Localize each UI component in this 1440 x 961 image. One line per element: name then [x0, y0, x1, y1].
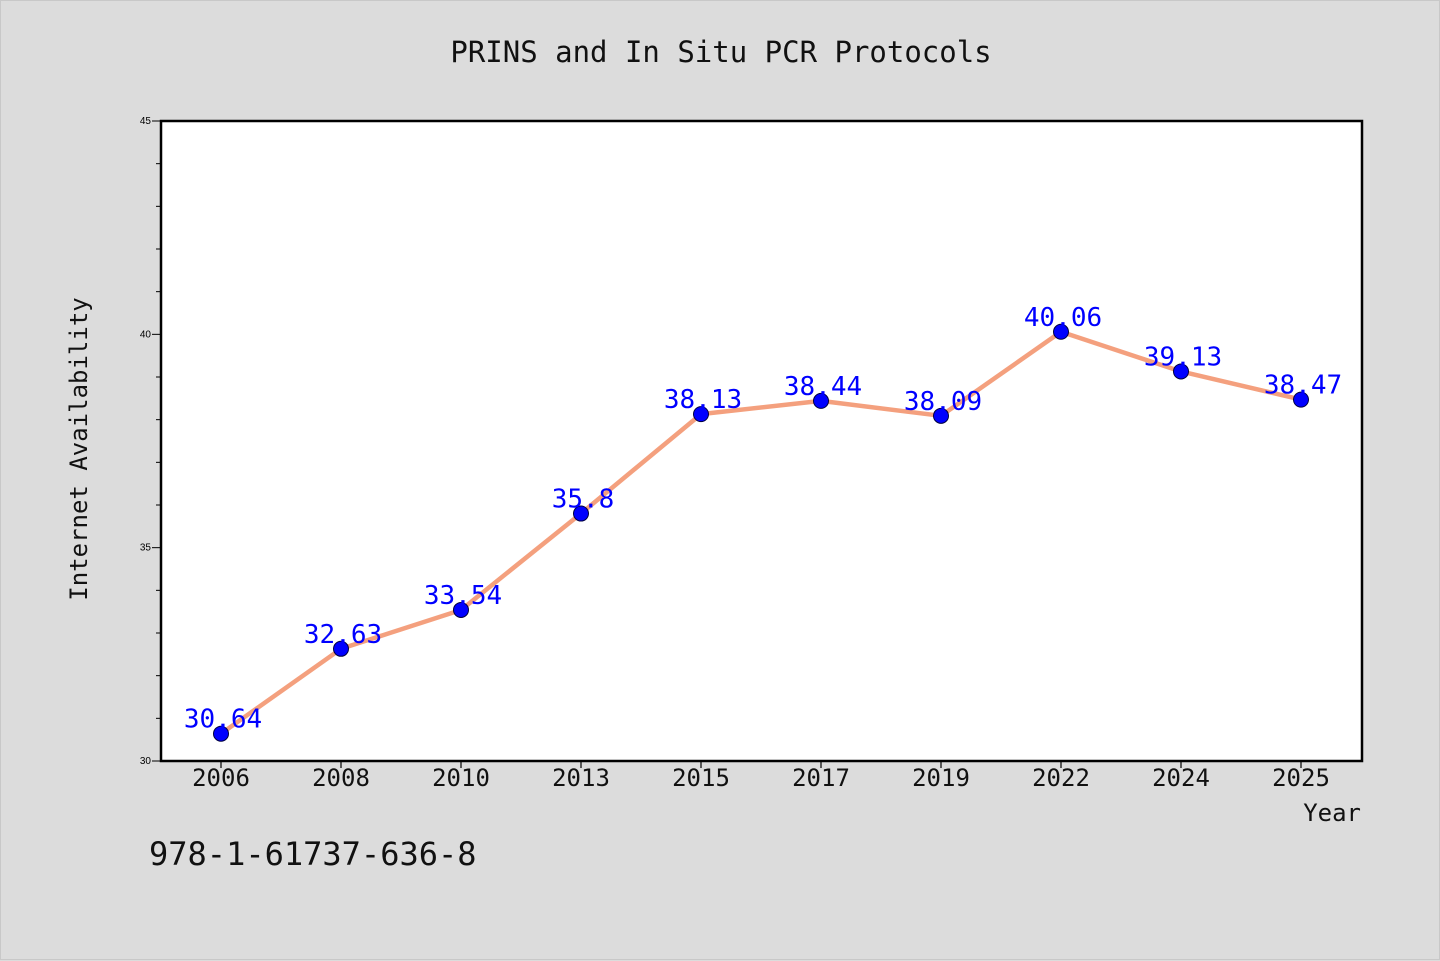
isbn-footer: 978-1-61737-636-8: [149, 835, 477, 873]
x-tick-label: 2022: [1032, 764, 1090, 792]
data-point: [573, 505, 589, 522]
series-group: 30.64 32.63 33.54 35.8 38.13 38.44 38.09 40.06 3…: [184, 303, 1342, 742]
y-tick-label: 30: [140, 756, 152, 767]
y-axis: 30 35 40 45: [140, 116, 161, 767]
data-point: [213, 725, 229, 742]
x-tick-label: 2008: [312, 764, 370, 792]
chart-title: PRINS and In Situ PCR Protocols: [450, 35, 992, 69]
data-point: [1053, 323, 1069, 340]
y-tick-label: 35: [140, 543, 152, 554]
x-tick-label: 2024: [1152, 764, 1210, 792]
series-line: [218, 329, 1304, 736]
data-point: [693, 406, 709, 423]
x-axis: 2006 2008 2010 2013 2015 2017 2019 2022 2024 2025: [192, 761, 1330, 792]
data-point: [333, 640, 349, 657]
data-label: 35.8: [552, 485, 615, 515]
x-tick-label: 2015: [672, 764, 730, 792]
data-label: 30.64: [184, 705, 262, 735]
data-label: 38.13: [664, 385, 742, 415]
x-tick-label: 2019: [912, 764, 970, 792]
data-point: [933, 407, 949, 424]
data-label: 38.47: [1264, 371, 1342, 401]
data-point: [813, 392, 829, 409]
y-tick-label: 45: [140, 116, 152, 127]
x-tick-label: 2017: [792, 764, 850, 792]
plot-area: [159, 119, 1364, 763]
y-tick-label: 40: [140, 329, 152, 340]
data-point: [1293, 391, 1309, 408]
data-point: [1173, 363, 1189, 380]
data-point: [453, 601, 469, 618]
x-tick-label: 2013: [552, 764, 610, 792]
data-label: 38.44: [784, 372, 862, 402]
x-tick-label: 2025: [1272, 764, 1330, 792]
x-tick-label: 2010: [432, 764, 490, 792]
x-tick-label: 2006: [192, 764, 250, 792]
data-label: 38.09: [904, 387, 982, 417]
y-axis-label: Internet Availability: [65, 297, 93, 600]
data-label: 32.63: [304, 620, 382, 650]
data-label: 39.13: [1144, 342, 1222, 372]
data-label: 40.06: [1024, 303, 1102, 333]
data-label: 33.54: [424, 581, 502, 611]
x-axis-label: Year: [1303, 799, 1361, 827]
